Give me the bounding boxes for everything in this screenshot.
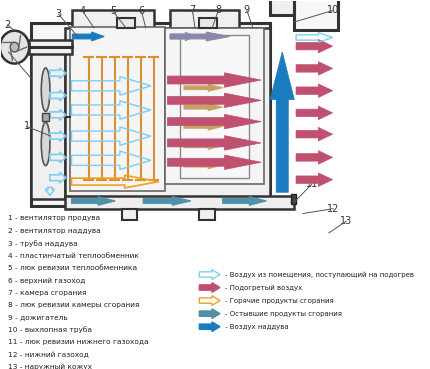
FancyArrow shape [167, 136, 261, 150]
Text: 7 - камера сгорания: 7 - камера сгорания [8, 290, 86, 296]
Text: 6 - верхний газоход: 6 - верхний газоход [8, 277, 85, 283]
Bar [71, 10, 154, 28]
FancyArrow shape [200, 322, 220, 331]
FancyArrow shape [171, 32, 195, 41]
FancyArrow shape [200, 309, 220, 318]
FancyArrow shape [200, 283, 220, 292]
FancyArrow shape [184, 123, 224, 130]
FancyArrow shape [296, 127, 332, 141]
Text: 5: 5 [110, 6, 116, 16]
FancyArrow shape [296, 62, 332, 75]
Text: 7: 7 [189, 6, 196, 15]
Text: 4 - пластинчатый теплообменник: 4 - пластинчатый теплообменник [8, 252, 138, 259]
Bar [31, 23, 270, 206]
FancyArrow shape [167, 114, 261, 129]
FancyArrow shape [184, 84, 224, 92]
FancyArrow shape [184, 161, 224, 169]
FancyArrow shape [223, 197, 266, 205]
Text: - Подогретый воздух: - Подогретый воздух [225, 284, 302, 291]
FancyArrow shape [296, 84, 332, 97]
Bar [294, 0, 338, 30]
FancyArrow shape [296, 39, 332, 53]
FancyArrow shape [270, 52, 294, 192]
Text: - Горячие продукты сгорания: - Горячие продукты сгорания [225, 297, 334, 304]
Bar [180, 35, 249, 178]
Bar [70, 27, 165, 191]
Text: 12 - нижний газоход: 12 - нижний газоход [8, 351, 88, 358]
Text: 10: 10 [327, 6, 339, 15]
Text: 4: 4 [80, 6, 86, 16]
Text: 8 - люк ревизии камеры сгорания: 8 - люк ревизии камеры сгорания [8, 302, 139, 308]
Bar [170, 10, 239, 28]
Text: - Остывшие продукты сгорания: - Остывшие продукты сгорания [225, 311, 342, 317]
FancyArrow shape [170, 32, 230, 41]
Text: 1: 1 [24, 121, 30, 131]
FancyArrow shape [143, 197, 191, 205]
Bar [65, 28, 270, 199]
Bar [65, 196, 294, 209]
Text: 10 - выхлопная труба: 10 - выхлопная труба [8, 327, 92, 333]
Bar [122, 209, 137, 220]
Bar [200, 209, 215, 220]
FancyArrow shape [72, 32, 104, 41]
Text: 9: 9 [244, 6, 250, 15]
FancyArrow shape [167, 93, 261, 108]
FancyArrow shape [296, 173, 332, 186]
FancyArrow shape [167, 155, 261, 169]
Circle shape [0, 31, 29, 63]
Text: 12: 12 [327, 204, 339, 214]
Ellipse shape [41, 122, 50, 166]
Text: 2 - вентилятор наддува: 2 - вентилятор наддува [8, 228, 100, 234]
Text: - Воздух из помещения, поступающий на подогрев: - Воздух из помещения, поступающий на по… [225, 271, 414, 278]
Text: 3: 3 [55, 9, 61, 19]
Text: 11 - люк ревизии нижнего газохода: 11 - люк ревизии нижнего газохода [8, 339, 148, 345]
Bar [165, 28, 264, 184]
Text: 8: 8 [215, 6, 221, 15]
FancyArrow shape [296, 151, 332, 164]
Bar [117, 18, 135, 28]
Bar [29, 40, 71, 54]
Bar [200, 18, 217, 28]
Text: 13: 13 [340, 216, 352, 226]
FancyArrow shape [167, 73, 261, 87]
Text: 5 - люк ревизии теплообменника: 5 - люк ревизии теплообменника [8, 265, 137, 271]
Circle shape [10, 42, 19, 52]
Bar [291, 194, 296, 204]
Bar [270, 0, 294, 15]
Text: 1 - вентилятор продува: 1 - вентилятор продува [8, 215, 100, 221]
FancyArrow shape [296, 106, 332, 120]
Text: 13 - наружный кожух: 13 - наружный кожух [8, 364, 92, 369]
Ellipse shape [41, 68, 50, 111]
Text: 3 - труба наддува: 3 - труба наддува [8, 240, 77, 246]
Bar [42, 113, 49, 121]
FancyArrow shape [71, 197, 115, 205]
Text: - Воздух наддува: - Воздух наддува [225, 324, 289, 330]
Text: 9 - дожигатель: 9 - дожигатель [8, 314, 67, 320]
Text: 11: 11 [305, 179, 318, 190]
Text: 13: 13 [2, 47, 15, 57]
Text: 2: 2 [4, 20, 11, 30]
FancyArrow shape [184, 103, 224, 111]
Bar [31, 44, 65, 199]
Text: 6: 6 [138, 6, 144, 16]
FancyArrow shape [184, 142, 224, 150]
